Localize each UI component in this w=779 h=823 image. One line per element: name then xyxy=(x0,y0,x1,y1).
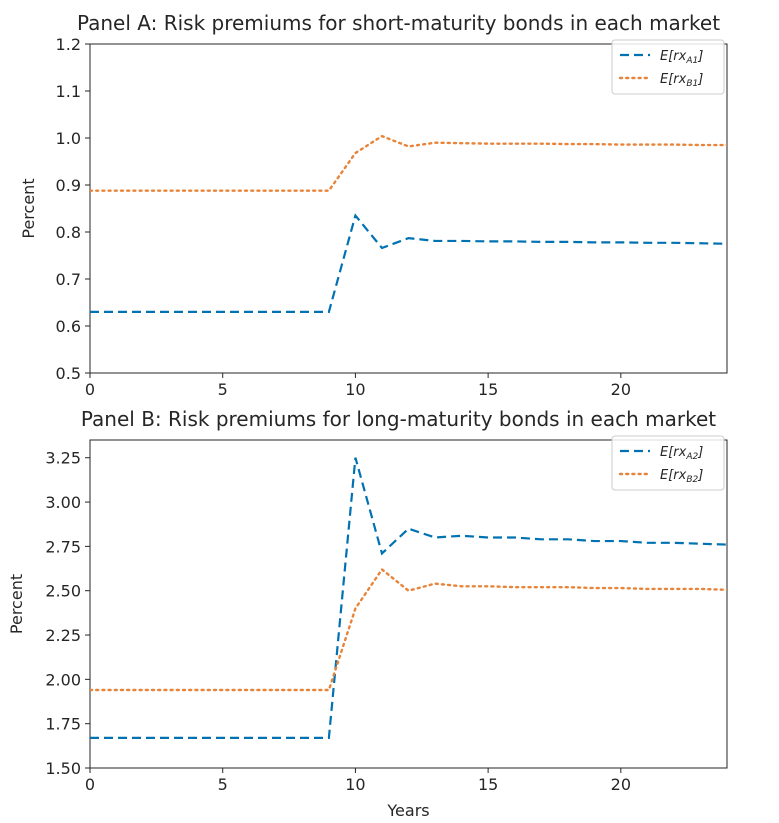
y-tick-label: 0.9 xyxy=(56,176,81,195)
x-tick-label: 20 xyxy=(611,775,631,794)
legend-entry: E[rxB1] xyxy=(660,72,703,89)
legend: E[rxA2] E[rxB2] xyxy=(611,435,725,491)
legend-entry: E[rxA1] xyxy=(660,49,703,66)
y-tick-label: 1.75 xyxy=(45,715,81,734)
y-tick-label: 2.50 xyxy=(45,582,81,601)
y-tick-label: 1.0 xyxy=(56,129,81,148)
series-line-b2 xyxy=(90,567,727,692)
plot-frame xyxy=(89,43,728,374)
x-tick-label: 15 xyxy=(478,775,498,794)
x-tick-label: 20 xyxy=(611,380,631,399)
legend: E[rxA1] E[rxB1] xyxy=(611,39,725,95)
y-axis-label: Percent xyxy=(7,574,26,634)
x-tick-label: 15 xyxy=(478,380,498,399)
y-tick-label: 2.25 xyxy=(45,626,81,645)
x-tick-label: 10 xyxy=(345,380,365,399)
y-tick-label: 1.2 xyxy=(56,35,81,54)
y-tick-label: 0.8 xyxy=(56,223,81,242)
y-tick-label: 1.1 xyxy=(56,82,81,101)
legend-box xyxy=(611,39,725,95)
series-line-a1 xyxy=(90,213,727,313)
x-tick-label: 5 xyxy=(218,775,228,794)
series-line-a2 xyxy=(90,457,727,739)
y-tick-label: 2.00 xyxy=(45,670,81,689)
chart-title: Panel B: Risk premiums for long-maturity… xyxy=(81,407,716,431)
panel-b: Panel B: Risk premiums for long-maturity… xyxy=(7,407,728,820)
chart-title: Panel A: Risk premiums for short-maturit… xyxy=(77,11,720,35)
y-tick-label: 0.5 xyxy=(56,364,81,383)
y-axis-label: Percent xyxy=(19,178,38,238)
plot-frame xyxy=(89,439,728,769)
x-tick-label: 5 xyxy=(218,380,228,399)
legend-entry: E[rxB2] xyxy=(660,468,703,485)
panel-a: Panel A: Risk premiums for short-maturit… xyxy=(19,11,728,399)
y-tick-label: 3.00 xyxy=(45,493,81,512)
series-line-b1 xyxy=(90,134,727,192)
y-tick-label: 2.75 xyxy=(45,537,81,556)
y-tick-label: 3.25 xyxy=(45,449,81,468)
y-tick-label: 0.6 xyxy=(56,317,81,336)
legend-entry: E[rxA2] xyxy=(660,445,703,462)
x-axis-label: Years xyxy=(386,801,429,820)
x-tick-label: 0 xyxy=(85,380,95,399)
y-tick-label: 1.50 xyxy=(45,759,81,778)
x-tick-label: 10 xyxy=(345,775,365,794)
y-tick-label: 0.7 xyxy=(56,270,81,289)
x-tick-label: 0 xyxy=(85,775,95,794)
legend-box xyxy=(611,435,725,491)
